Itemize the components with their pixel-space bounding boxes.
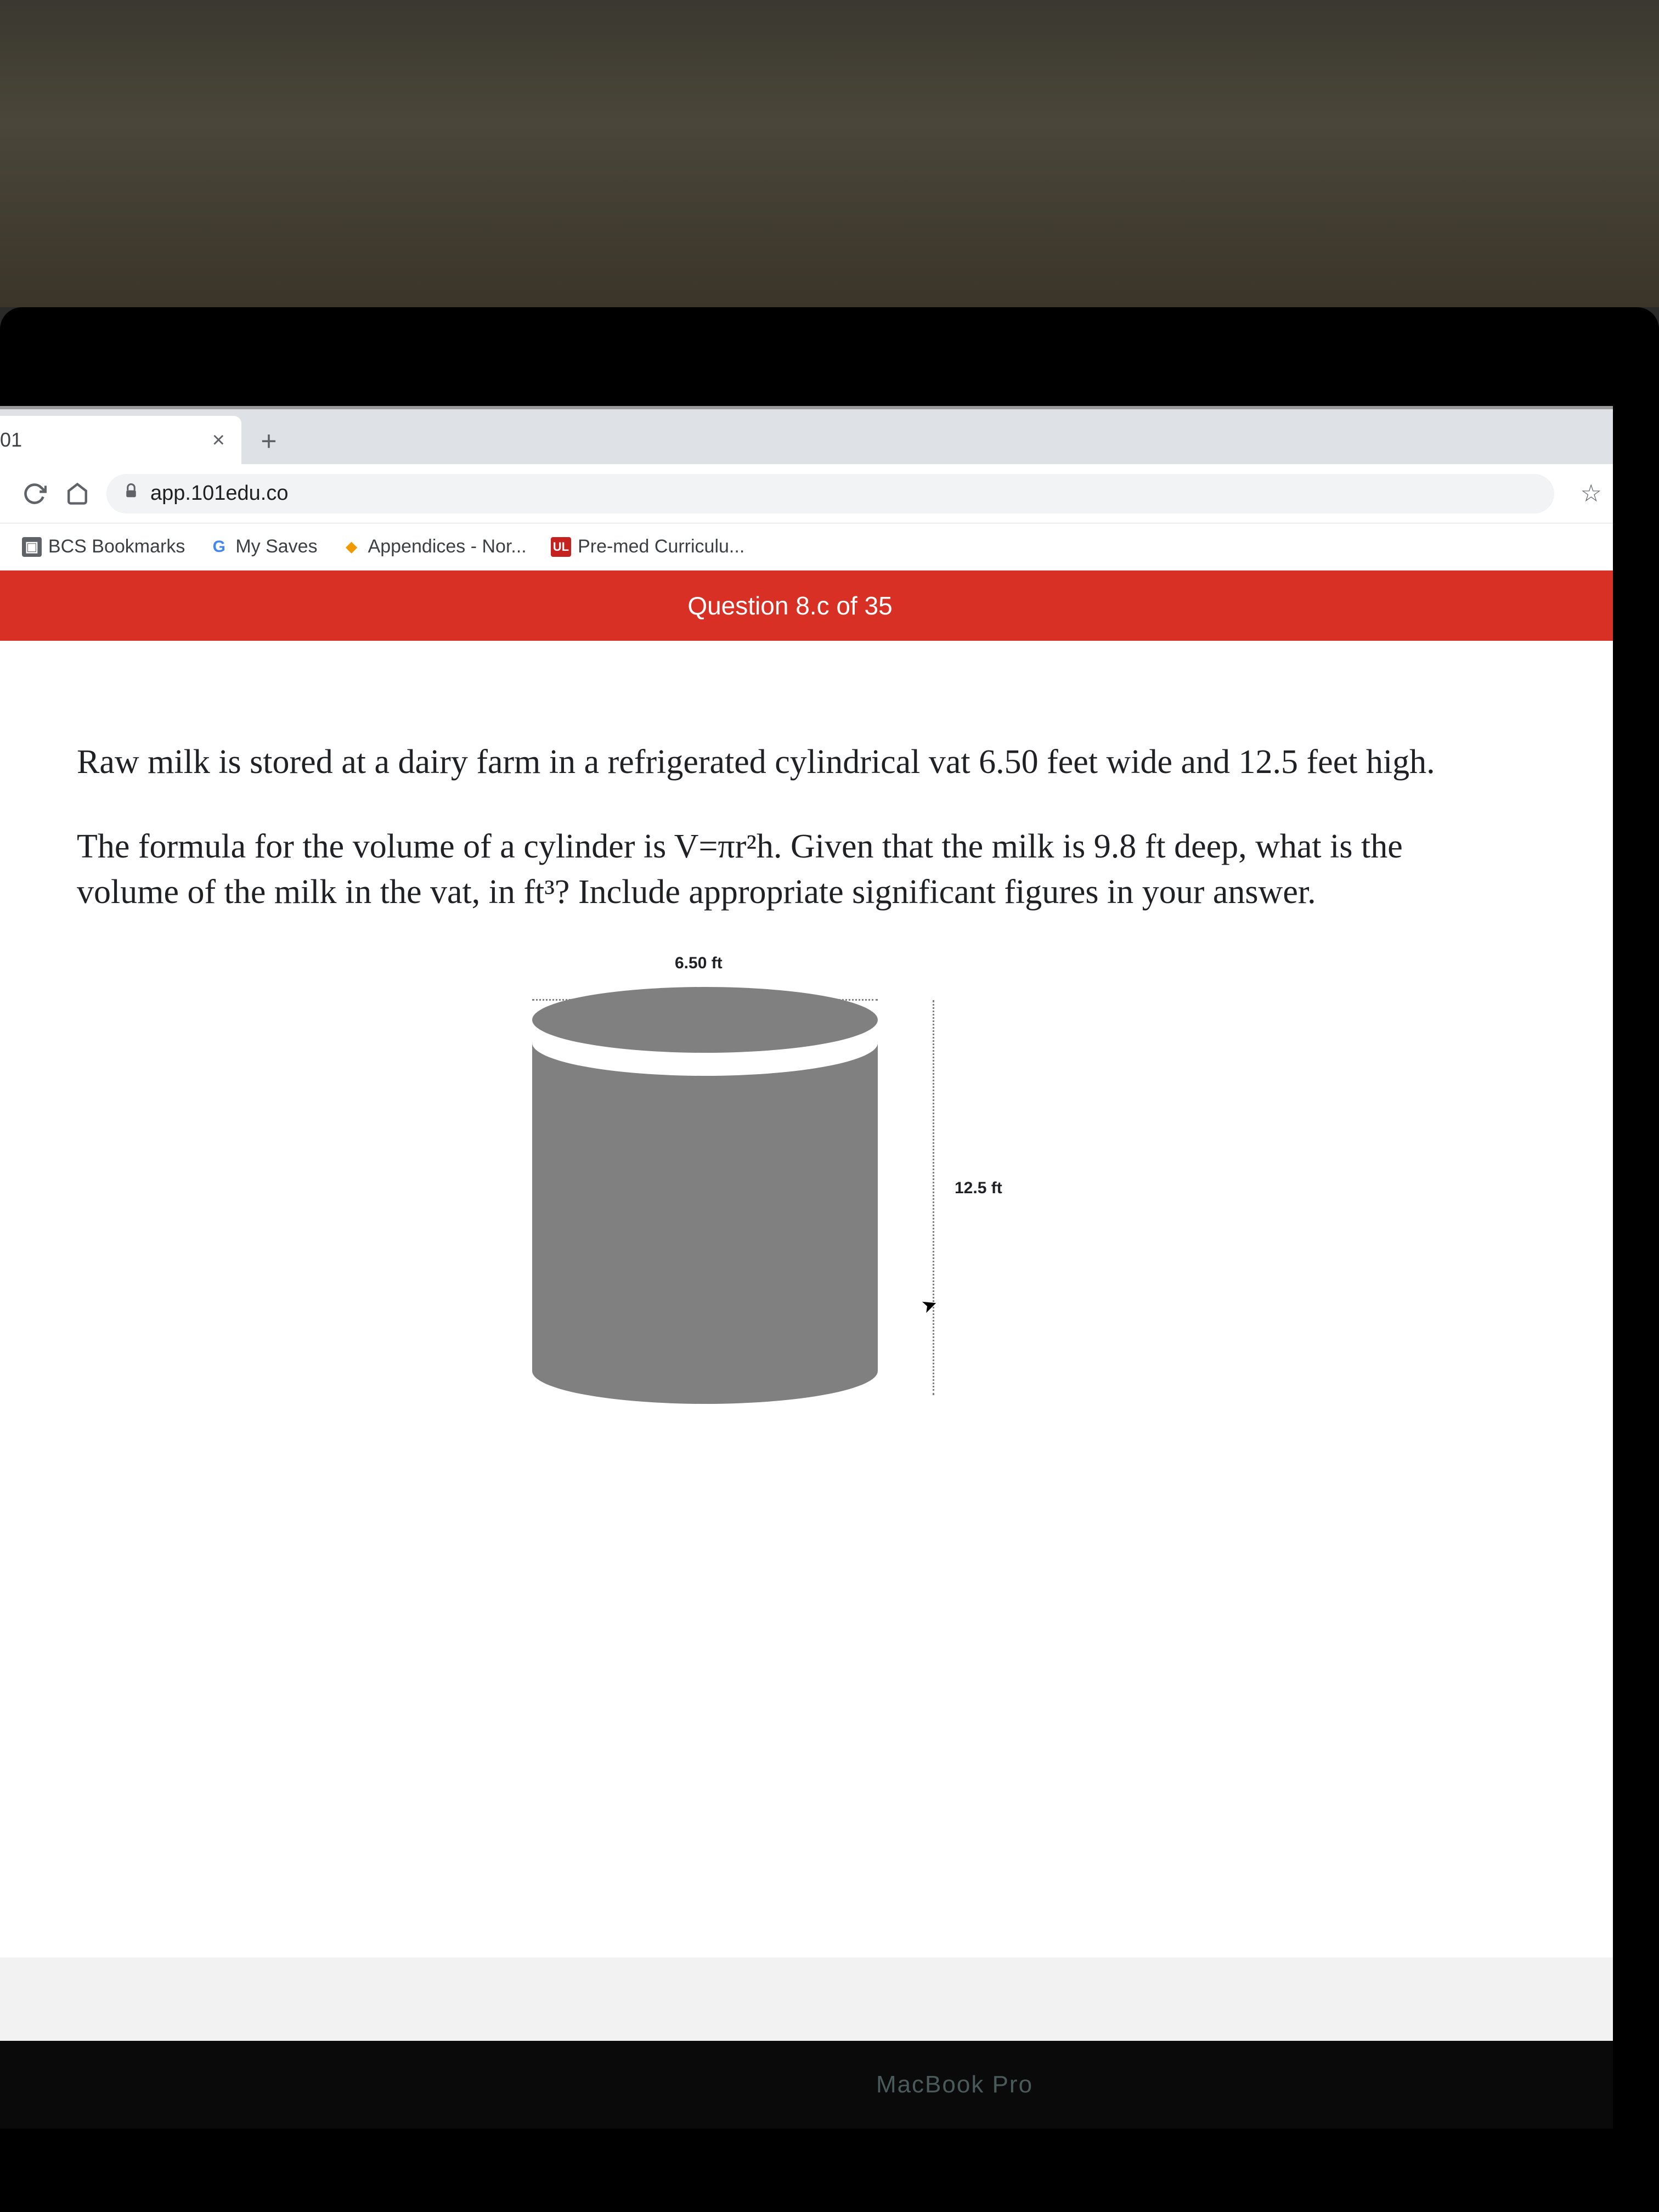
new-tab-button[interactable]: +	[252, 425, 285, 458]
bookmark-item[interactable]: ◆ Appendices - Nor...	[342, 536, 527, 557]
bookmark-item[interactable]: UL Pre-med Curriculu...	[551, 536, 745, 557]
reload-icon[interactable]	[21, 480, 48, 507]
cylinder-top	[532, 987, 878, 1053]
laptop-model-label: MacBook Pro	[876, 2071, 1033, 2098]
tab-title: hem101	[0, 428, 22, 452]
tab-strip: hem101 × +	[0, 409, 1613, 464]
forward-icon[interactable]	[0, 480, 5, 507]
cylinder-bottom	[532, 1338, 878, 1404]
cylinder-diagram: 6.50 ft 12.5 ft ➤	[488, 954, 1092, 1459]
height-label: 12.5 ft	[955, 1179, 1002, 1198]
ul-icon: UL	[551, 537, 571, 557]
question-content: Raw milk is stored at a dairy farm in a …	[0, 641, 1613, 1957]
bookmark-label: My Saves	[235, 536, 317, 557]
bookmark-item[interactable]: ▣ BCS Bookmarks	[22, 536, 185, 557]
home-icon[interactable]	[64, 480, 91, 507]
height-dimension-line	[933, 1000, 934, 1395]
page-icon: ◆	[342, 537, 362, 557]
cylinder-body	[532, 1042, 878, 1371]
laptop-bottom-bezel: MacBook Pro	[0, 2041, 1613, 2129]
lock-icon	[123, 483, 139, 504]
cursor-icon: ➤	[918, 1292, 940, 1318]
bookmarks-bar: ps ▣ BCS Bookmarks G My Saves ◆ Appendic…	[0, 523, 1613, 571]
browser-tab[interactable]: hem101 ×	[0, 416, 241, 464]
width-label: 6.50 ft	[675, 954, 723, 973]
bookmark-label: Appendices - Nor...	[368, 536, 527, 557]
bookmark-label: BCS Bookmarks	[48, 536, 185, 557]
browser-toolbar: app.101edu.co ☆	[0, 464, 1613, 523]
close-icon[interactable]: ×	[212, 428, 225, 453]
url-text: app.101edu.co	[150, 482, 288, 505]
bookmark-item[interactable]: G My Saves	[209, 536, 317, 557]
question-paragraph-1: Raw milk is stored at a dairy farm in a …	[77, 740, 1503, 786]
folder-icon: ▣	[22, 537, 42, 557]
question-header-bar: Question 8.c of 35	[0, 571, 1613, 641]
browser-window: hem101 × + app.101edu.co ☆ ps ▣ BCS Book…	[0, 406, 1613, 2041]
address-bar[interactable]: app.101edu.co	[106, 474, 1554, 514]
question-paragraph-2: The formula for the volume of a cylinder…	[77, 824, 1503, 916]
question-number: Question 8.c of 35	[687, 591, 892, 620]
google-icon: G	[209, 537, 229, 557]
photo-background	[0, 0, 1659, 307]
bookmark-label: Pre-med Curriculu...	[578, 536, 744, 557]
cylinder-shape	[532, 987, 878, 1393]
diagram-container: 6.50 ft 12.5 ft ➤	[77, 954, 1503, 1459]
bookmark-star-icon[interactable]: ☆	[1581, 479, 1602, 507]
